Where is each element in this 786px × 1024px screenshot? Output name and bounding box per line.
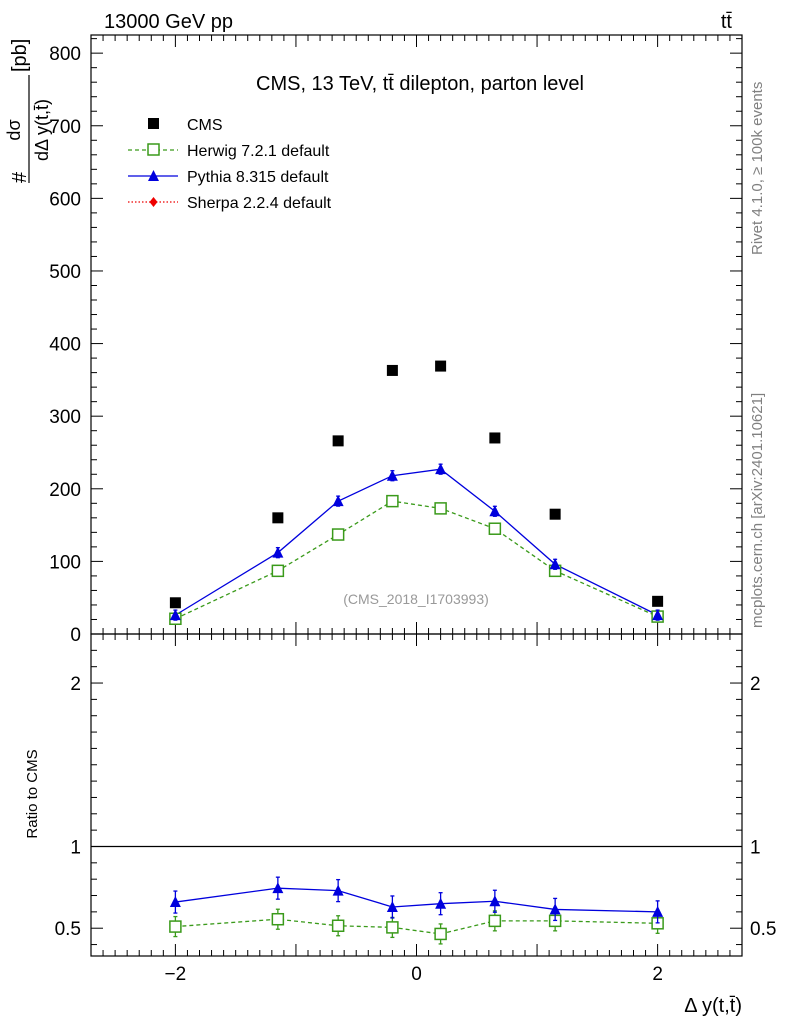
y-label-num: dσ bbox=[4, 119, 24, 140]
herwig-ratio-point bbox=[331, 919, 345, 933]
analysis-watermark: (CMS_2018_I1703993) bbox=[343, 591, 489, 607]
herwig-line bbox=[175, 500, 658, 620]
legend-label-pythia: Pythia 8.315 default bbox=[187, 169, 329, 186]
cms-point bbox=[489, 432, 501, 444]
legend-marker-sherpa bbox=[149, 197, 158, 207]
pythia-point bbox=[332, 495, 344, 507]
herwig-point bbox=[434, 502, 447, 515]
pythia-ratio-point bbox=[489, 895, 501, 907]
pythia-ratio-point bbox=[435, 897, 447, 909]
ratio-tick-label-right: 1 bbox=[750, 837, 761, 858]
pythia-point bbox=[435, 463, 447, 475]
pythia-point bbox=[169, 609, 181, 621]
legend-entry-sherpa: Sherpa 2.2.4 default bbox=[128, 195, 332, 212]
y-tick-label: 800 bbox=[49, 44, 81, 65]
y-tick-label: 700 bbox=[49, 117, 81, 138]
header-left: 13000 GeV pp bbox=[104, 11, 233, 33]
y-tick-label: 600 bbox=[49, 189, 81, 210]
legend-entry-pythia: Pythia 8.315 default bbox=[128, 169, 329, 186]
herwig-ratio-point bbox=[169, 920, 182, 933]
ratio-tick-label-left: 1 bbox=[70, 837, 81, 858]
legend-label-cms: CMS bbox=[187, 117, 223, 134]
pythia-ratio-line bbox=[175, 887, 658, 913]
y-tick-label: 400 bbox=[49, 335, 81, 356]
pythia-ratio-point bbox=[386, 900, 398, 912]
pythia-ratio-point bbox=[332, 884, 344, 896]
legend-label-sherpa: Sherpa 2.2.4 default bbox=[187, 195, 332, 212]
mcplots-label: mcplots.cern.ch [arXiv:2401.10621] bbox=[749, 393, 766, 628]
chart-title: CMS, 13 TeV, tt̄ dilepton, parton level bbox=[256, 73, 584, 95]
y-tick-label: 300 bbox=[49, 407, 81, 428]
pythia-point bbox=[549, 558, 561, 570]
ratio-tick-label-right: 2 bbox=[750, 674, 761, 695]
y-tick-label: 500 bbox=[49, 262, 81, 283]
herwig-point bbox=[331, 528, 345, 541]
pythia-point bbox=[652, 609, 664, 621]
series-layer bbox=[169, 360, 664, 945]
legend-entry-herwig: Herwig 7.2.1 default bbox=[128, 143, 330, 160]
y-label-den: dΔ y(t,t̄) bbox=[32, 99, 52, 161]
y-tick-label: 100 bbox=[49, 552, 81, 573]
cms-point bbox=[652, 595, 664, 607]
y-tick-label: 0 bbox=[70, 625, 81, 646]
herwig-ratio-point bbox=[271, 912, 285, 926]
legend: CMS Herwig 7.2.1 default Pythia 8.315 de… bbox=[128, 117, 332, 212]
y-tick-label: 200 bbox=[49, 480, 81, 501]
x-tick-label: 0 bbox=[411, 964, 422, 985]
rivet-label: Rivet 4.1.0, ≥ 100k events bbox=[749, 82, 766, 255]
cms-point bbox=[169, 597, 181, 609]
herwig-ratio-point bbox=[488, 914, 502, 928]
y-label-hash: # bbox=[9, 171, 31, 183]
header-right: tt̄ bbox=[721, 11, 733, 33]
herwig-point bbox=[271, 564, 285, 578]
pythia-line bbox=[175, 468, 658, 616]
y-label-unit: [pb] bbox=[9, 39, 31, 72]
pythia-ratio-point bbox=[169, 896, 181, 908]
y-axis-label: # dσ dΔ y(t,t̄) [pb] bbox=[4, 39, 52, 183]
legend-marker-herwig bbox=[147, 143, 160, 156]
pythia-point bbox=[272, 546, 284, 558]
x-tick-label: 2 bbox=[652, 964, 663, 985]
pythia-point bbox=[386, 469, 398, 481]
ratio-panel-frame bbox=[90, 633, 743, 957]
cms-point bbox=[272, 512, 284, 524]
legend-marker-cms bbox=[148, 118, 159, 129]
ratio-tick-label-left: 2 bbox=[70, 674, 81, 695]
ratio-tick-label-left: 0.5 bbox=[55, 919, 81, 940]
herwig-ratio-point bbox=[386, 921, 399, 934]
axes: 0 100 200 300 400 500 600 700 800 −2 0 2 0.5 0.5 1 1 2 2 bbox=[49, 34, 776, 985]
herwig-point bbox=[386, 494, 399, 508]
cms-point bbox=[332, 435, 344, 447]
cms-point bbox=[549, 508, 561, 520]
cms-point bbox=[435, 360, 447, 372]
pythia-ratio-point bbox=[549, 903, 561, 915]
ratio-tick-label-right: 0.5 bbox=[750, 919, 776, 940]
cms-point bbox=[386, 364, 398, 376]
legend-label-herwig: Herwig 7.2.1 default bbox=[187, 143, 330, 160]
legend-entry-cms: CMS bbox=[148, 117, 223, 134]
x-tick-label: −2 bbox=[165, 964, 187, 985]
herwig-ratio-point bbox=[434, 927, 447, 941]
herwig-ratio-line bbox=[175, 918, 658, 935]
x-axis-label: Δ y(t,t̄) bbox=[684, 995, 742, 1017]
pythia-point bbox=[489, 505, 501, 517]
legend-marker-pythia bbox=[148, 170, 159, 181]
pythia-ratio-point bbox=[652, 905, 664, 917]
ratio-y-label: Ratio to CMS bbox=[24, 749, 41, 838]
herwig-point bbox=[488, 522, 502, 535]
pythia-ratio-point bbox=[272, 882, 284, 894]
